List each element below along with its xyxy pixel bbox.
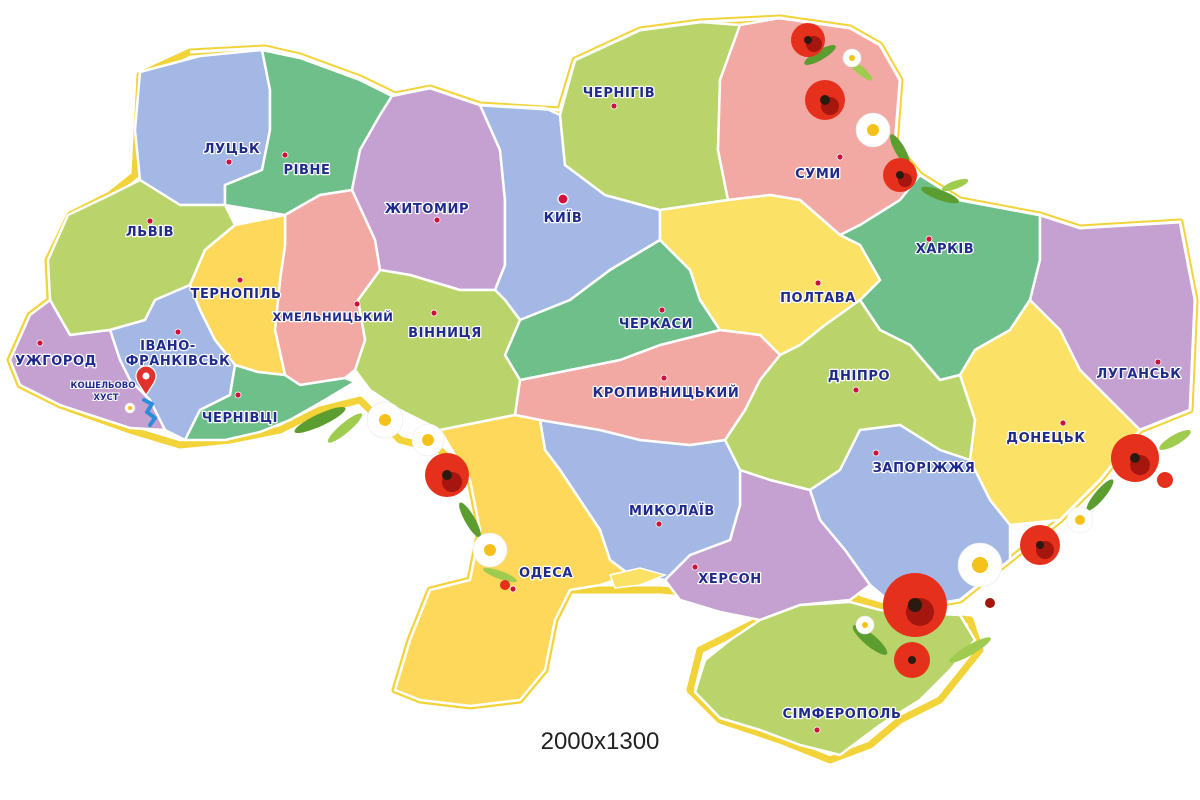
city-dot-uzhhorod [36,339,44,347]
city-label-dnipro: ДНІПРО [828,369,890,384]
city-label-luhansk: ЛУГАНСЬК [1097,367,1182,382]
city-label-vinnytsia: ВІННИЦЯ [408,326,482,341]
city-dot-chernihiv [610,102,618,110]
city-label-kropyvnytskyi: КРОПИВНИЦЬКИЙ [593,385,740,401]
city-label-cherkasy: ЧЕРКАСИ [619,317,693,332]
city-dot-ternopil [236,276,244,284]
location-marker: КОШЕЛЬОВО ХУСТ [70,365,157,427]
city-dot-vinnytsia [430,309,438,317]
city-dot-kropyvnytskyi [660,374,668,382]
city-label-kherson: ХЕРСОН [698,572,762,587]
location-pin-icon [135,365,157,397]
city-label-kharkiv: ХАРКІВ [916,242,975,257]
route-line-icon [142,398,157,427]
city-label-chernihiv: ЧЕРНІГІВ [583,86,655,101]
city-label-ivano-frankivsk-line1: ІВАНО- [140,339,196,354]
city-dot-poltava [814,279,822,287]
city-dot-rivne [281,151,289,159]
city-label-lutsk: ЛУЦЬК [204,142,260,157]
city-label-donetsk: ДОНЕЦЬК [1006,431,1085,446]
city-dot-lviv [146,217,154,225]
city-label-ivano-frankivsk-line2: ФРАНКІВСЬК [126,354,231,369]
city-dot-zaporizhzhia [872,449,880,457]
city-label-chernivtsi: ЧЕРНІВЦІ [202,411,278,426]
city-label-simferopol: СІМФЕРОПОЛЬ [783,707,902,722]
city-dot-kharkiv [925,235,933,243]
city-label-rivne: РІВНЕ [283,163,330,178]
region-chernivtsi [183,363,357,442]
city-dot-ivano-frankivsk [174,328,182,336]
city-dots [36,102,1162,734]
city-dot-cherkasy [658,306,666,314]
city-label-khmelnytskyi: ХМЕЛЬНИЦЬКИЙ [272,309,393,324]
city-dot-donetsk [1059,419,1067,427]
city-labels: ЛУЦЬК РІВНЕ ЛЬВІВ ЖИТОМИР КИЇВ ЧЕРНІГІВ … [14,85,1182,724]
city-label-ternopil: ТЕРНОПІЛЬ [190,287,281,302]
map-size-caption: 2000x1300 [540,728,660,755]
city-label-odesa: ОДЕСА [519,566,573,581]
city-dot-sumy [836,153,844,161]
city-dot-odesa [509,585,517,593]
city-label-lviv: ЛЬВІВ [126,225,174,240]
city-dot-mykolaiv [655,520,663,528]
city-dot-khmelnytskyi [353,300,361,308]
kherson-bay [608,567,668,589]
city-label-uzhhorod: УЖГОРОД [15,354,97,369]
city-dot-kherson [691,563,699,571]
city-dot-chernivtsi [234,391,242,399]
region-simferopol [693,600,977,757]
region-uzhhorod [8,298,167,432]
city-dot-zhytomyr [433,216,441,224]
flower-decoration-southwest [294,401,517,590]
city-dot-dnipro [852,386,860,394]
city-label-sumy: СУМИ [795,167,841,182]
city-label-mykolaiv: МИКОЛАЇВ [629,503,715,519]
region-odesa [393,413,632,708]
region-cherkasy [503,238,722,382]
marker-label-line1: КОШЕЛЬОВО [71,381,136,391]
city-label-zhytomyr: ЖИТОМИР [385,202,469,217]
city-label-zaporizhzhia: ЗАПОРІЖЖЯ [873,461,976,476]
flower-decoration-north [791,23,969,204]
city-dot-luhansk [1154,358,1162,366]
city-dot-lutsk [225,158,233,166]
city-dot-kyiv [557,193,569,205]
flower-decoration-southeast [852,430,1191,678]
city-label-kyiv: КИЇВ [544,210,583,226]
marker-label-line2: ХУСТ [93,393,118,403]
city-dot-simferopol [813,726,821,734]
city-label-poltava: ПОЛТАВА [780,291,856,306]
region-chernihiv [558,20,742,212]
